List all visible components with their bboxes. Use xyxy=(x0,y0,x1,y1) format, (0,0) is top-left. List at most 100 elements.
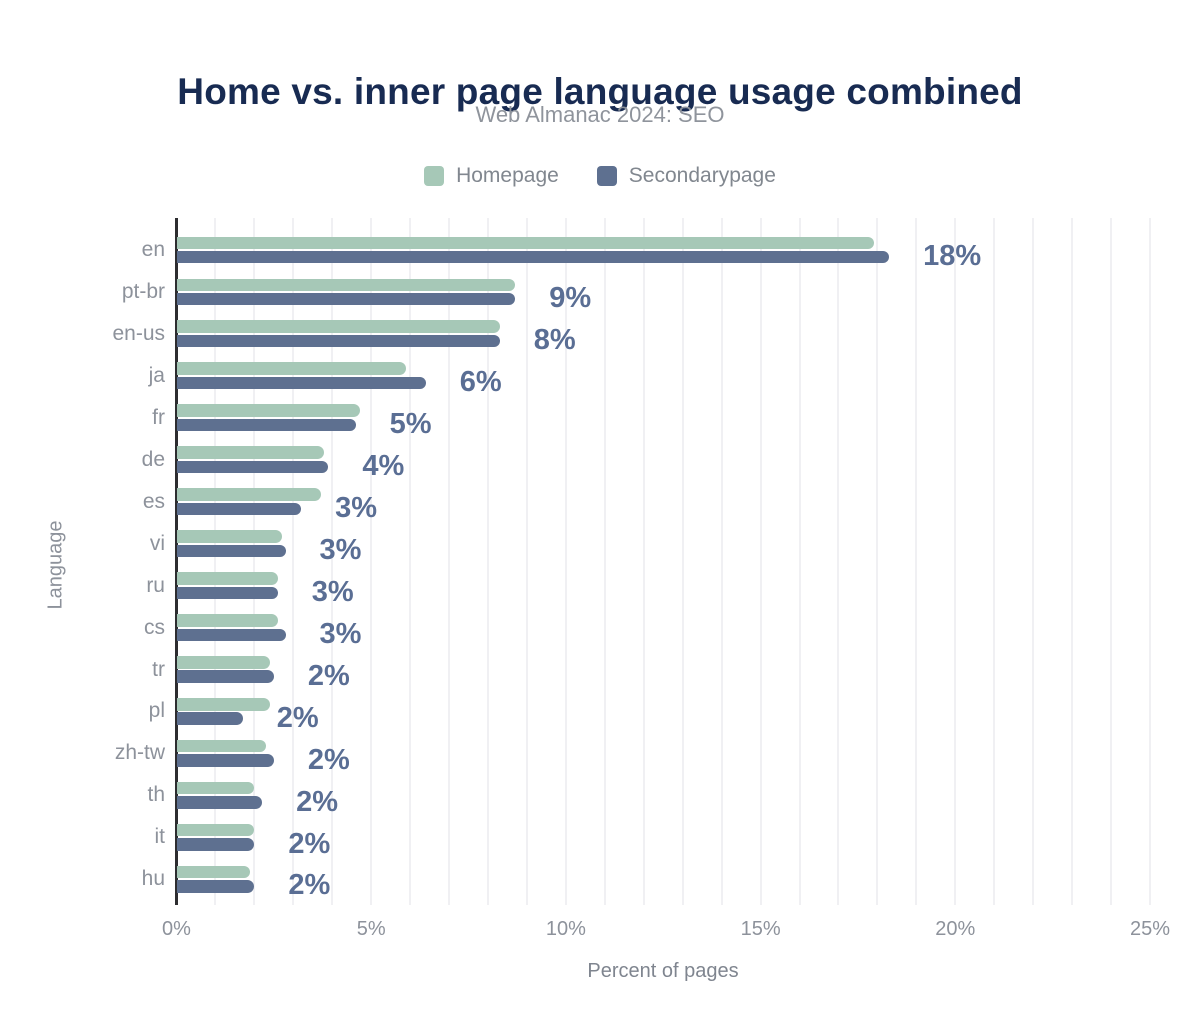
category-label-tr: tr xyxy=(152,657,165,681)
bar-homepage-th xyxy=(176,781,255,795)
legend-label-secondarypage: Secondarypage xyxy=(628,164,776,187)
bar-secondarypage-it xyxy=(176,838,255,851)
data-label-tr: 2% xyxy=(307,659,350,692)
gridline xyxy=(720,218,723,905)
gridline xyxy=(409,218,412,905)
gridline xyxy=(603,218,606,905)
category-label-en-us: en-us xyxy=(112,321,165,345)
category-label-es: es xyxy=(142,489,165,513)
data-label-pt-br: 9% xyxy=(549,281,592,314)
data-label-zh-tw: 2% xyxy=(307,743,350,776)
gridline xyxy=(370,218,373,905)
data-label-it: 2% xyxy=(288,827,331,860)
data-label-pl: 2% xyxy=(276,701,319,734)
bar-homepage-ja xyxy=(176,362,407,375)
x-tick-label-10: 10% xyxy=(545,918,586,940)
data-label-hu: 2% xyxy=(288,869,331,902)
data-label-es: 3% xyxy=(335,491,378,524)
gridline xyxy=(253,218,256,905)
category-label-ru: ru xyxy=(146,573,165,597)
x-tick-label-0: 0% xyxy=(162,918,191,940)
gridline xyxy=(642,218,645,905)
data-label-en-us: 8% xyxy=(533,323,576,356)
bar-homepage-es xyxy=(176,488,321,501)
y-axis-line xyxy=(175,218,178,905)
gridline xyxy=(487,218,490,905)
category-label-pt-br: pt-br xyxy=(121,279,165,303)
bar-secondarypage-vi xyxy=(176,544,286,558)
category-label-vi: vi xyxy=(149,531,165,555)
gridline xyxy=(331,218,334,905)
category-label-pl: pl xyxy=(148,699,165,723)
legend-item-homepage[interactable]: Homepage xyxy=(424,164,559,188)
bar-homepage-tr xyxy=(176,656,270,669)
x-tick-label-5: 5% xyxy=(356,918,386,940)
gridline xyxy=(759,218,762,905)
gridline xyxy=(876,218,879,905)
bar-secondarypage-fr xyxy=(176,418,356,432)
category-label-de: de xyxy=(141,447,165,471)
gridline xyxy=(1149,218,1151,905)
bar-secondarypage-pl xyxy=(176,712,243,725)
bar-secondarypage-ja xyxy=(176,376,426,390)
x-tick-label-15: 15% xyxy=(740,918,781,940)
data-label-fr: 5% xyxy=(389,407,432,440)
bar-secondarypage-hu xyxy=(176,880,255,893)
bar-homepage-cs xyxy=(176,614,278,627)
bar-secondarypage-zh-tw xyxy=(176,754,274,767)
bar-secondarypage-ru xyxy=(176,586,278,600)
gridline xyxy=(1071,218,1074,905)
gridline xyxy=(798,218,801,905)
gridline xyxy=(915,218,918,905)
gridline xyxy=(214,218,217,905)
data-label-ru: 3% xyxy=(311,575,354,608)
category-label-cs: cs xyxy=(144,615,165,639)
bar-secondarypage-de xyxy=(176,460,329,474)
gridline xyxy=(681,218,684,905)
category-label-it: it xyxy=(154,825,166,849)
bar-homepage-en xyxy=(176,236,874,250)
legend-label-homepage: Homepage xyxy=(456,164,559,187)
homepage-swatch-icon xyxy=(424,166,445,186)
data-label-th: 2% xyxy=(296,785,339,818)
x-tick-label-25: 25% xyxy=(1129,918,1171,940)
bar-homepage-vi xyxy=(176,530,282,543)
data-label-ja: 6% xyxy=(459,365,502,398)
gridline xyxy=(1110,218,1113,905)
x-axis-title: Percent of pages xyxy=(587,960,739,982)
gridline xyxy=(564,218,567,905)
gridline xyxy=(954,218,957,905)
legend-item-secondarypage[interactable]: Secondarypage xyxy=(596,164,776,188)
data-label-de: 4% xyxy=(362,449,405,482)
x-tick-label-20: 20% xyxy=(935,918,976,940)
bar-homepage-pl xyxy=(176,698,270,711)
category-label-th: th xyxy=(147,783,165,807)
bar-secondarypage-en xyxy=(176,250,890,264)
category-label-hu: hu xyxy=(141,867,165,891)
gridline xyxy=(525,218,528,905)
bar-homepage-zh-tw xyxy=(176,739,267,753)
data-label-en: 18% xyxy=(923,240,982,273)
gridline xyxy=(993,218,996,905)
category-label-en: en xyxy=(141,238,165,261)
bar-secondarypage-cs xyxy=(176,628,286,641)
bar-homepage-it xyxy=(176,823,255,837)
chart-subtitle: Web Almanac 2024: SEO xyxy=(475,102,725,127)
bar-homepage-fr xyxy=(176,404,360,417)
bar-homepage-pt-br xyxy=(176,278,516,291)
chart-title: Home vs. inner page language usage combi… xyxy=(177,70,1023,112)
gridline xyxy=(292,218,295,905)
bar-secondarypage-en-us xyxy=(176,334,500,348)
category-label-ja: ja xyxy=(148,363,165,387)
bar-secondarypage-pt-br xyxy=(176,292,516,306)
bar-secondarypage-tr xyxy=(176,670,274,683)
bar-homepage-ru xyxy=(176,572,278,585)
secondarypage-swatch-icon xyxy=(596,166,617,186)
legend: Homepage Secondarypage xyxy=(0,164,1200,188)
data-label-cs: 3% xyxy=(319,617,362,650)
gridline xyxy=(1032,218,1035,905)
category-label-fr: fr xyxy=(152,405,165,429)
category-label-zh-tw: zh-tw xyxy=(114,741,165,765)
gridline xyxy=(837,218,840,905)
